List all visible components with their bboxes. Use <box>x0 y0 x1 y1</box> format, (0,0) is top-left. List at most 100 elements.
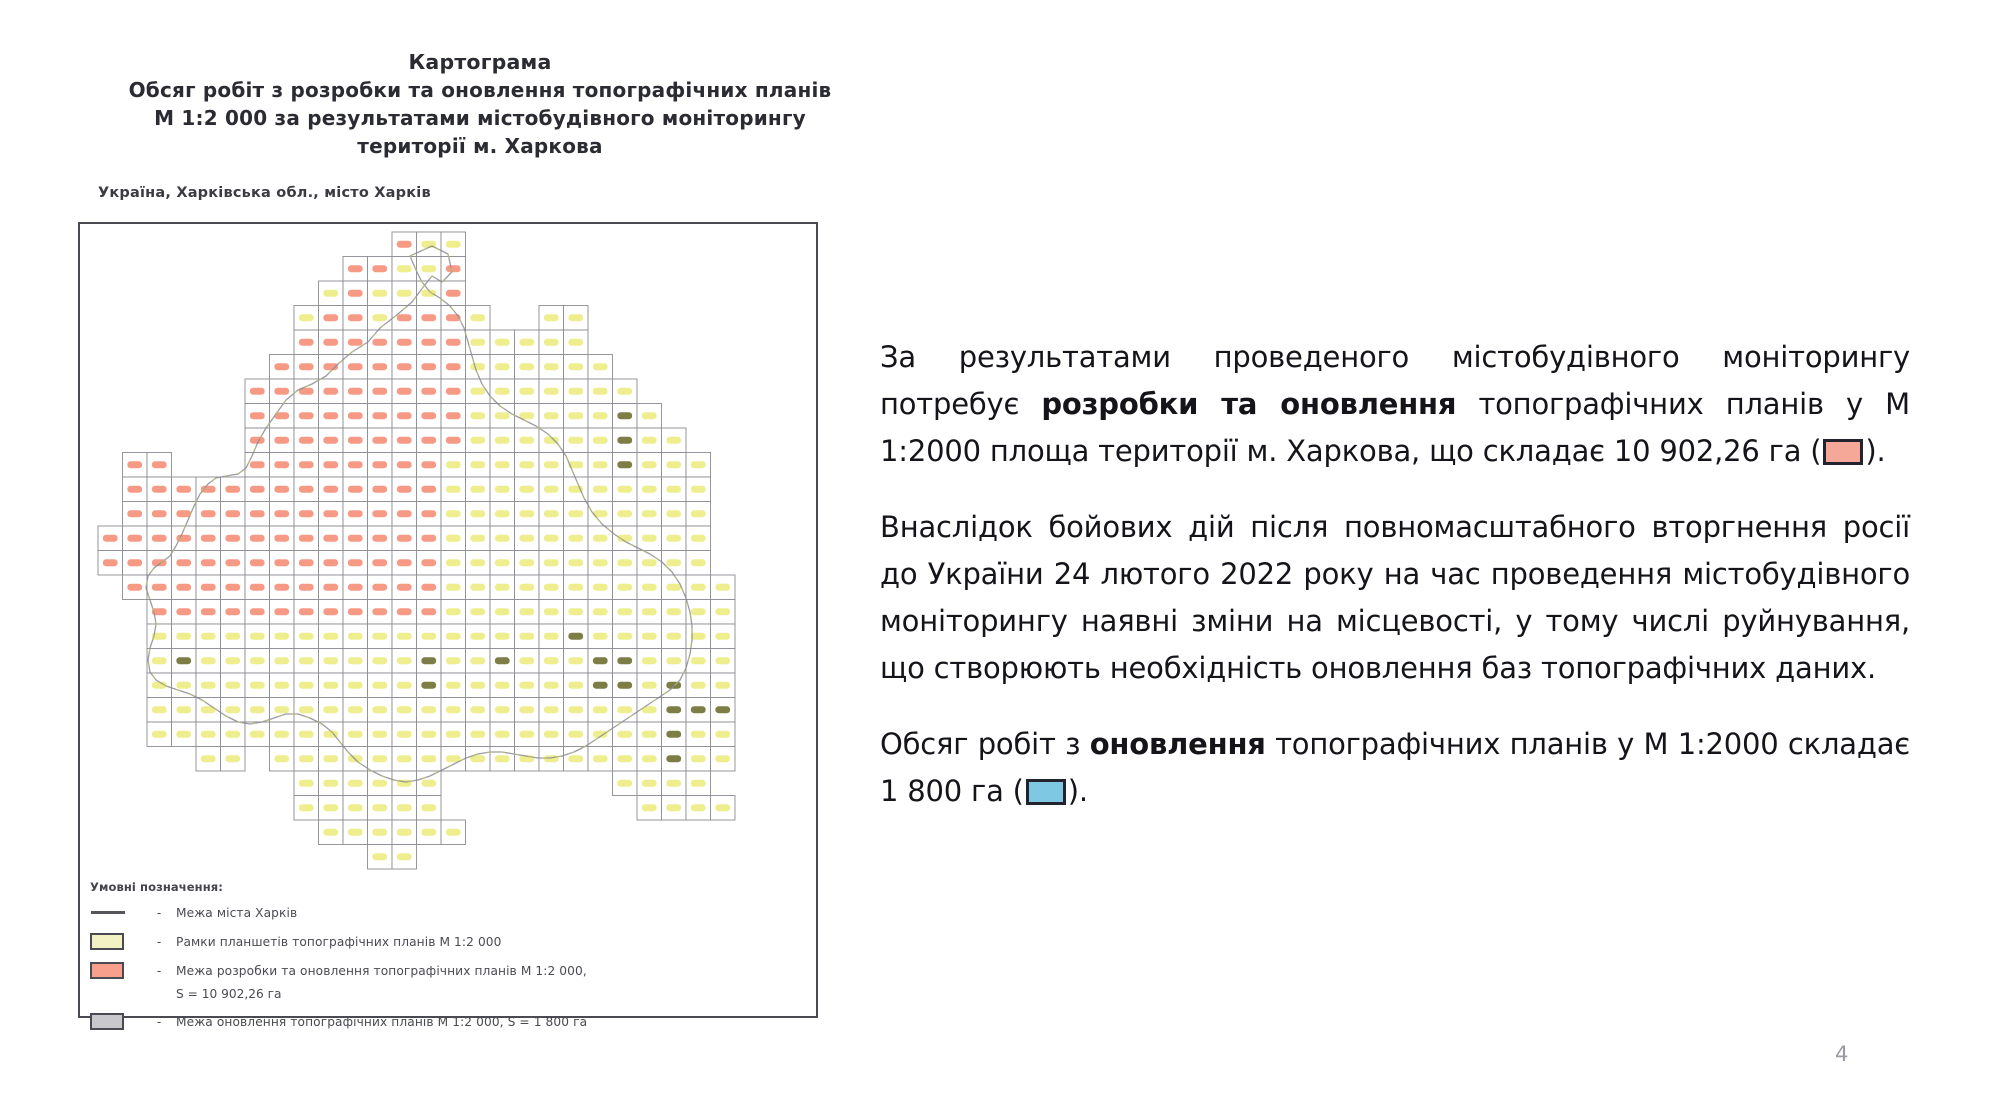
map-cell-marker-yellow <box>151 706 167 714</box>
map-cell-marker-yellow <box>470 706 486 714</box>
map-cell-marker-yellow <box>298 755 314 763</box>
map-cell-marker-yellow <box>592 755 608 763</box>
map-cell-marker-salmon <box>347 265 363 273</box>
map-cell-marker-yellow <box>568 608 584 616</box>
legend-label: Межа розробки та оновлення топографічних… <box>176 963 587 978</box>
map-cell-marker-yellow <box>249 730 265 738</box>
map-cell-marker-salmon <box>323 461 339 469</box>
map-cell-marker-yellow <box>641 608 657 616</box>
map-cell-marker-salmon <box>323 412 339 420</box>
map-cell-marker-salmon <box>396 510 412 518</box>
map-cell-marker-salmon <box>372 534 388 542</box>
map-cell-marker-yellow <box>176 706 192 714</box>
map-cell-marker-yellow <box>715 632 731 640</box>
map-cell-marker-yellow <box>200 657 216 665</box>
map-cell-marker-yellow <box>543 485 559 493</box>
map-cell-marker-yellow <box>666 804 682 812</box>
title-line-4: території м. Харкова <box>357 134 603 158</box>
map-cell-marker-salmon <box>347 485 363 493</box>
map-cell-marker-salmon <box>225 485 241 493</box>
map-cell-marker-yellow <box>445 608 461 616</box>
map-cell-marker-yellow <box>519 583 535 591</box>
map-cell-marker-yellow <box>176 632 192 640</box>
map-cell-marker-yellow <box>690 485 706 493</box>
map-cell-marker-yellow <box>396 681 412 689</box>
map-cell-marker-salmon <box>274 461 290 469</box>
map-cell-marker-yellow <box>347 804 363 812</box>
map-cell-marker-salmon <box>200 608 216 616</box>
map-cell-marker-salmon <box>298 412 314 420</box>
map-cell-marker-salmon <box>249 485 265 493</box>
map-cell-marker-yellow <box>200 681 216 689</box>
map-sheet-cell <box>293 623 319 649</box>
p1-part-a: За результатами проведеного містобудівно… <box>880 340 1910 421</box>
city-boundary-highlight <box>145 245 693 783</box>
map-cell-marker-yellow <box>494 583 510 591</box>
map-cell-marker-olive <box>421 657 437 665</box>
map-cell-marker-yellow <box>347 706 363 714</box>
map-cell-marker-salmon <box>151 583 167 591</box>
map-cell-marker-yellow <box>617 510 633 518</box>
map-cell-marker-salmon <box>445 289 461 297</box>
color-box-swatch-icon <box>90 962 124 979</box>
map-cell-marker-salmon <box>249 436 265 444</box>
map-cell-marker-yellow <box>372 804 388 812</box>
map-cell-marker-salmon <box>421 338 437 346</box>
map-cell-marker-yellow <box>445 461 461 469</box>
map-cell-marker-yellow <box>519 412 535 420</box>
map-cell-marker-yellow <box>568 338 584 346</box>
map-cell-marker-salmon <box>372 461 388 469</box>
map-cell-marker-salmon <box>323 387 339 395</box>
map-cell-marker-olive <box>617 461 633 469</box>
map-cell-marker-yellow <box>641 461 657 469</box>
map-cell-marker-salmon <box>347 436 363 444</box>
map-cell-marker-salmon <box>151 461 167 469</box>
map-sheet-cell <box>440 476 466 502</box>
map-cell-marker-yellow <box>666 779 682 787</box>
paragraph-2: Внаслідок бойових дій після повномасштаб… <box>880 510 1910 685</box>
map-cell-marker-yellow <box>641 681 657 689</box>
legend-swatch-cell <box>90 962 142 979</box>
map-cell-marker-yellow <box>568 436 584 444</box>
map-cell-marker-yellow <box>617 706 633 714</box>
map-cell-marker-yellow <box>715 583 731 591</box>
title-line-3: М 1:2 000 за результатами містобудівного… <box>154 106 806 130</box>
map-cell-marker-yellow <box>470 583 486 591</box>
map-cell-marker-yellow <box>641 510 657 518</box>
map-cell-marker-salmon <box>274 510 290 518</box>
p1-part-c: топографічних планів у М 1:2000 площа те… <box>880 387 1910 468</box>
p1-bold: розробки та оновлення <box>1041 387 1457 421</box>
map-cell-marker-yellow <box>494 436 510 444</box>
map-cell-marker-yellow <box>543 461 559 469</box>
map-cell-marker-yellow <box>445 657 461 665</box>
map-cell-marker-yellow <box>715 608 731 616</box>
map-cell-marker-yellow <box>323 755 339 763</box>
map-cell-marker-salmon <box>372 485 388 493</box>
map-cell-marker-salmon <box>421 510 437 518</box>
map-cell-marker-yellow <box>690 559 706 567</box>
map-cell-marker-yellow <box>568 755 584 763</box>
map-cell-marker-salmon <box>249 608 265 616</box>
map-cell-marker-salmon <box>323 534 339 542</box>
map-cell-marker-yellow <box>421 289 437 297</box>
map-cell-marker-yellow <box>298 730 314 738</box>
map-cell-marker-salmon <box>372 608 388 616</box>
map-cell-marker-yellow <box>690 461 706 469</box>
map-cell-marker-olive <box>176 657 192 665</box>
color-box-swatch-icon <box>90 1013 124 1030</box>
map-cell-marker-yellow <box>592 534 608 542</box>
map-cell-marker-yellow <box>274 706 290 714</box>
map-cell-marker-yellow <box>421 779 437 787</box>
map-cell-marker-yellow <box>298 314 314 322</box>
map-cell-marker-yellow <box>543 436 559 444</box>
map-cell-marker-yellow <box>470 559 486 567</box>
map-cell-marker-salmon <box>200 534 216 542</box>
map-cell-marker-salmon <box>274 363 290 371</box>
map-cell-marker-yellow <box>543 559 559 567</box>
map-cell-marker-yellow <box>568 387 584 395</box>
map-cell-marker-salmon <box>200 559 216 567</box>
map-cell-marker-yellow <box>470 387 486 395</box>
legend-label: Рамки планшетів топографічних планів М 1… <box>176 934 502 949</box>
map-cell-marker-salmon <box>372 510 388 518</box>
map-cell-marker-yellow <box>641 730 657 738</box>
